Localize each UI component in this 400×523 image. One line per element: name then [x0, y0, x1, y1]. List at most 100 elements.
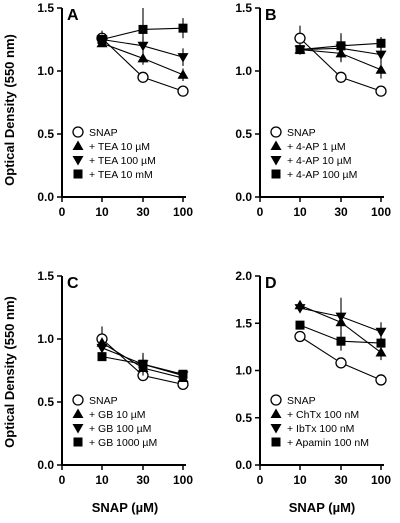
panel-a-x-tick-label: 0	[59, 205, 66, 219]
panel-a-y-tick-label: 1.0	[37, 64, 54, 78]
panel-b-y-tick-label: 0.0	[235, 190, 252, 204]
panel-b-legend-label: + 4-AP 1 µM	[287, 141, 346, 153]
panel-c-y-tick-label: 1.0	[37, 332, 54, 346]
x-axis-label-left: SNAP (µM)	[92, 500, 158, 515]
panel-a-legend-label: + TEA 100 µM	[89, 155, 156, 167]
panel-d-series-1-point	[375, 347, 387, 357]
panel-d-x-tick-label: 0	[257, 473, 264, 487]
panel-b-legend-marker	[270, 126, 282, 138]
panel-c-legend-label: + GB 1000 µM	[89, 437, 157, 449]
panel-d-legend-label: + Apamin 100 nM	[287, 437, 369, 449]
panel-b-x-tick-label: 100	[371, 205, 391, 219]
panel-d-legend-label: SNAP	[287, 395, 316, 407]
panel-b-legend-label: + 4-AP 10 µM	[287, 155, 352, 167]
panel-d-series-2-point	[335, 312, 347, 323]
panel-b-legend-label: SNAP	[287, 127, 316, 139]
panel-a-y-tick-label: 1.5	[37, 1, 54, 15]
panel-d-series-3-point	[295, 320, 305, 330]
panel-d-y-tick-label: 1.0	[235, 364, 252, 378]
panel-c-legend-label: + GB 10 µM	[89, 409, 146, 421]
panel-c-legend-marker	[72, 408, 84, 418]
panel-a: 0.0 0.5 1.0 1.5 0 10 30 100 A SNAP + TEA 10 µM + TE…	[37, 1, 193, 219]
panel-d-legend-marker	[270, 424, 282, 434]
panel-d-legend-label: + ChTx 100 nM	[287, 409, 359, 421]
panel-a-series-0-point	[137, 71, 149, 83]
panel-a-y-tick-label: 0.5	[37, 127, 54, 141]
panel-b-letter: B	[265, 7, 277, 24]
panel-a-y-tick-label: 0.0	[37, 190, 54, 204]
panel-a-series-1-point	[137, 52, 149, 63]
panel-a-series-3-point	[178, 23, 188, 33]
panel-d-series-2-point	[375, 327, 387, 338]
panel-a-x-tick-label: 10	[95, 205, 109, 219]
panel-a-series-2-point	[177, 53, 189, 63]
panel-d-series-3-point	[376, 338, 386, 348]
panel-d-y-tick-label: 0.0	[235, 458, 252, 472]
panel-c-legend-marker	[72, 394, 84, 406]
panel-d-x-tick-label: 100	[371, 473, 391, 487]
panel-d-series-0-point	[294, 330, 306, 343]
panel-c-y-tick-label: 1.5	[37, 269, 54, 283]
panel-c-series-3-point	[178, 369, 188, 379]
panel-c-series-3-point	[138, 359, 148, 369]
panel-c-x-tick-label: 30	[136, 473, 150, 487]
panel-d-series-0-point	[375, 374, 387, 386]
panel-c-legend-marker	[72, 424, 84, 434]
y-axis-label-bottom: Optical Density (550 nm)	[2, 296, 17, 448]
panel-a-legend-label: + TEA 10 mM	[89, 169, 153, 181]
panel-c-y-tick-label: 0.0	[37, 458, 54, 472]
panel-d-legend-marker	[270, 408, 282, 418]
panel-b-series-3-point	[376, 38, 386, 48]
panel-b-series-0-point	[335, 71, 347, 83]
panel-b-series-3-point	[295, 45, 305, 55]
panel-c-x-tick-label: 10	[95, 473, 109, 487]
panel-b-legend-marker	[271, 169, 281, 179]
panel-b-series-3-point	[336, 41, 346, 51]
panel-b-y-tick-label: 1.0	[235, 64, 252, 78]
panel-a-x-tick-label: 30	[136, 205, 150, 219]
panel-d-legend-label: + IbTx 100 nM	[287, 423, 354, 435]
panel-b-x-tick-label: 10	[293, 205, 307, 219]
panel-b-legend-marker	[270, 140, 282, 150]
panel-c-legend-marker	[73, 437, 83, 447]
panel-a-legend-marker	[73, 169, 83, 179]
panel-b-series-2-point	[375, 50, 387, 61]
panel-a-legend-label: SNAP	[89, 127, 118, 139]
panel-d-y-tick-label: 1.5	[235, 316, 252, 330]
panel-a-series-3-point	[97, 35, 107, 44]
panel-b-series-0-point	[294, 32, 306, 44]
panel-d-letter: D	[265, 275, 277, 292]
panel-b-series-0-point	[375, 85, 387, 97]
panel-a-letter: A	[67, 7, 79, 24]
panel-b-legend-marker	[270, 156, 282, 166]
panel-d-series-2-point	[294, 304, 306, 314]
panel-a-series-3-point	[138, 24, 148, 34]
panel-b-y-tick-label: 1.5	[235, 1, 252, 15]
panel-c-legend-label: + GB 100 µM	[89, 423, 151, 435]
panel-d-legend-marker	[270, 394, 282, 406]
panel-d-x-tick-label: 30	[334, 473, 348, 487]
panel-c-y-tick-label: 0.5	[37, 395, 54, 409]
x-axis-label-right: SNAP (µM)	[289, 500, 355, 515]
panel-a-legend-label: + TEA 10 µM	[89, 141, 150, 153]
panel-d-x-tick-label: 10	[293, 473, 307, 487]
panel-a-series-0-point	[177, 85, 189, 97]
panel-b-y-tick-label: 0.5	[235, 127, 252, 141]
panel-b-x-tick-label: 30	[334, 205, 348, 219]
panel-d-legend-marker	[271, 437, 281, 447]
panel-a-series-1-point	[177, 69, 189, 79]
y-axis-label-top: Optical Density (550 nm)	[2, 34, 17, 186]
panel-a-legend-marker	[72, 126, 84, 138]
panel-d-series-3-point	[336, 336, 346, 346]
panel-b-legend-label: + 4-AP 100 µM	[287, 169, 357, 181]
panel-d: 0.0 0.5 1.0 1.5 2.0 0 10 30 100 D SNAP + ChTx 100 n…	[235, 269, 391, 487]
panel-c-legend-label: SNAP	[89, 395, 118, 407]
panel-a-legend-marker	[72, 140, 84, 150]
panel-b-series-1-point	[375, 64, 387, 74]
panel-b: 0.0 0.5 1.0 1.5 0 10 30 100 B SNAP + 4-AP 1 µM + 4-…	[235, 1, 391, 219]
panel-c-series-2-point	[96, 343, 108, 354]
panel-d-series-0-point	[335, 357, 347, 369]
panel-a-x-tick-label: 100	[173, 205, 193, 219]
panel-d-y-tick-label: 2.0	[235, 269, 252, 283]
